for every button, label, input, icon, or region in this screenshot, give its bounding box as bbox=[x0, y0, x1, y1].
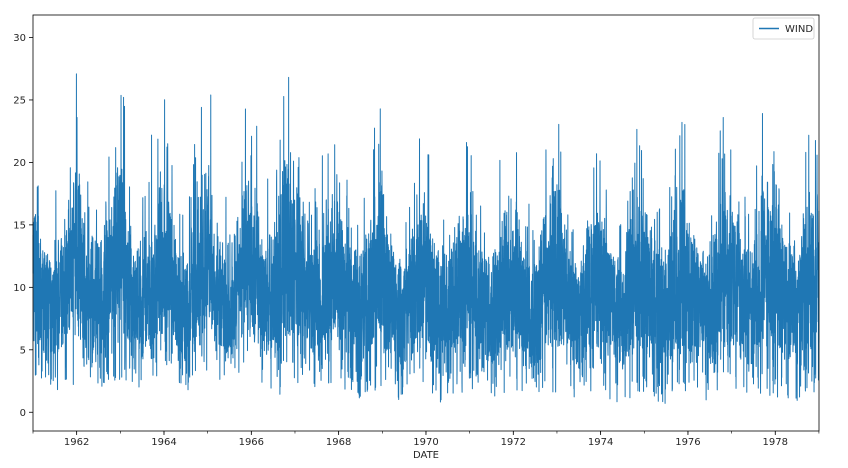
x-tick-label: 1976 bbox=[675, 437, 700, 448]
y-tick-label: 10 bbox=[13, 283, 26, 294]
x-tick-label: 1964 bbox=[151, 437, 176, 448]
y-tick-label: 25 bbox=[13, 95, 26, 106]
y-axis: 0 5 10 15 20 25 30 bbox=[13, 33, 33, 419]
legend-box bbox=[752, 17, 815, 40]
x-tick-label: 1978 bbox=[763, 437, 788, 448]
x-tick-label: 1974 bbox=[588, 437, 613, 448]
legend-label-wind: WIND bbox=[785, 24, 813, 35]
y-tick-label: 5 bbox=[20, 345, 26, 356]
y-tick-label: 0 bbox=[20, 408, 26, 419]
y-tick-label: 30 bbox=[13, 33, 26, 44]
y-tick-label: 15 bbox=[13, 220, 26, 231]
x-axis-label: DATE bbox=[413, 450, 439, 461]
x-tick-label: 1970 bbox=[413, 437, 438, 448]
legend: WIND bbox=[752, 17, 815, 40]
x-tick-label: 1968 bbox=[326, 437, 351, 448]
series-line-wind bbox=[32, 73, 820, 404]
y-tick-label: 20 bbox=[13, 158, 26, 169]
x-tick-label: 1962 bbox=[64, 437, 89, 448]
series-layer bbox=[32, 73, 820, 404]
x-tick-label: 1966 bbox=[239, 437, 264, 448]
x-axis: 1962 1964 1966 1968 1970 1972 1974 1976 1978 bbox=[32, 431, 820, 448]
x-tick-label: 1972 bbox=[501, 437, 526, 448]
